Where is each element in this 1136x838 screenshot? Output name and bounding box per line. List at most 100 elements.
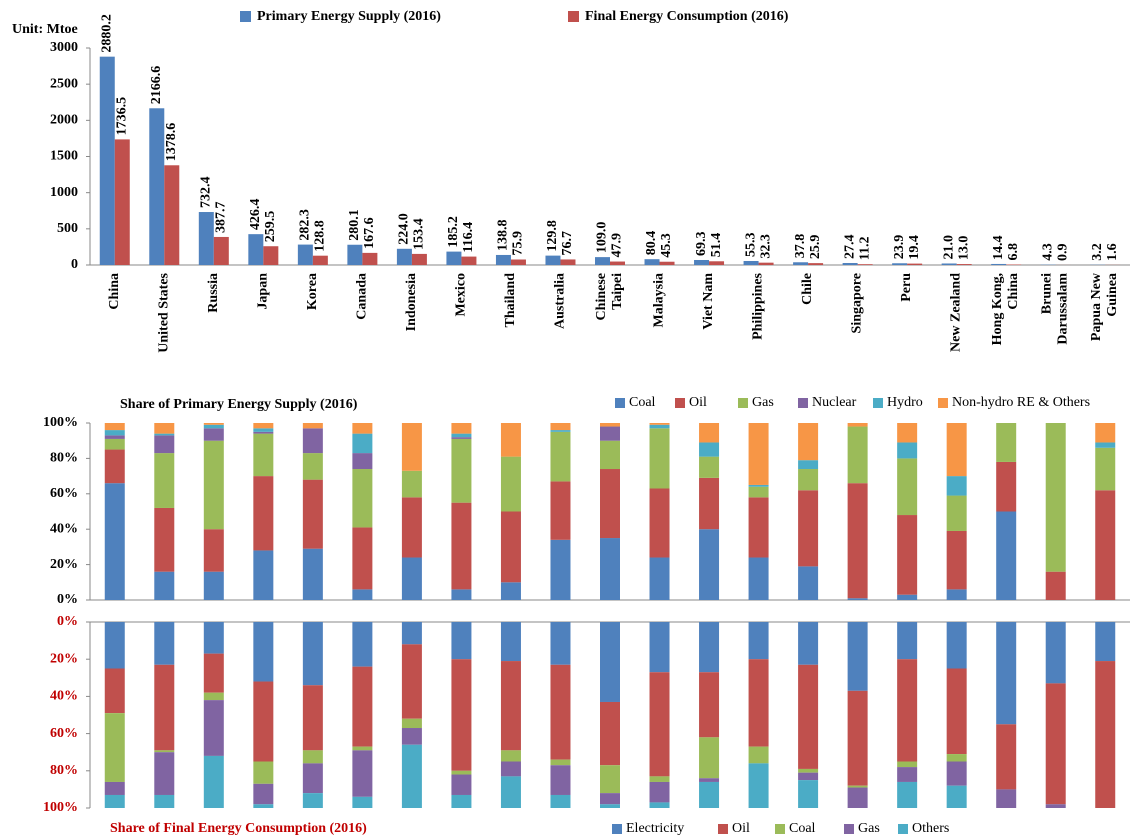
value-label: 109.0 [595,222,610,254]
y-tick-label: 100% [43,800,78,815]
bar-segment [897,622,918,660]
value-label: 0.9 [1055,243,1070,261]
value-label: 1.6 [1105,243,1120,261]
bar-segment [451,423,472,434]
value-label: 76.7 [560,231,575,256]
bar-segment [1095,447,1116,491]
bar-segment [798,622,819,665]
bar-segment [203,423,224,425]
bar-segment [798,469,819,491]
bar-segment [154,435,175,454]
x-tick-label: Malaysia [652,273,667,327]
bar-segment [500,423,521,457]
value-label: 47.9 [610,233,625,258]
legend-swatch [775,824,785,834]
bar-segment [748,557,769,600]
bar-segment [154,752,175,795]
bar-segment [649,802,670,808]
bar-segment [451,502,472,590]
legend-swatch [798,398,808,408]
bar-segment [946,530,967,590]
y-tick-label: 40% [50,521,78,536]
bar-segment [847,690,868,786]
value-label: 80.4 [644,231,659,256]
bar-segment [352,527,373,590]
bar-segment [401,718,422,729]
legend-swatch [738,398,748,408]
x-tick-label: Papua NewGuinea [1089,272,1120,341]
x-tick-label: BruneiDarussalam [1040,273,1071,345]
bar-segment [352,666,373,747]
bar-segment [1095,622,1116,662]
bar-segment [500,750,521,762]
bar-segment [600,423,620,427]
value-label: 282.3 [298,209,313,241]
bar-segment [1095,490,1116,600]
bar-segment [649,672,670,777]
bar-segment [253,431,274,434]
bar-segment [649,428,670,489]
bar-segment [253,622,274,682]
bar-segment [253,550,274,600]
bar [610,261,625,265]
bar-segment [600,440,620,470]
y-tick-label: 1500 [50,149,78,164]
bar-segment [946,495,967,531]
bar-segment [600,804,620,808]
bar-segment [1045,423,1066,572]
bar [545,255,561,265]
legend-swatch [938,398,948,408]
bar-segment [302,548,323,600]
value-label: 138.8 [496,219,511,251]
bar-segment [748,497,769,558]
bar-segment [649,781,670,803]
value-label: 27.4 [842,235,857,260]
bar-segment [847,598,868,600]
bar-segment [401,622,422,645]
bar [149,108,165,266]
bar-segment [748,486,769,498]
bar-segment [451,438,472,503]
legend-swatch [844,824,854,834]
x-tick-label: New Zealand [949,273,964,352]
bar-segment [897,594,918,600]
bar-segment [649,423,670,425]
bar-segment [847,426,868,484]
bar-segment [550,423,571,431]
chart-title: Share of Primary Energy Supply (2016) [120,397,358,412]
bar-segment [996,789,1017,808]
bar-segment [451,622,472,660]
x-tick-label: Philippines [751,272,766,339]
legend-label: Electricity [626,821,684,836]
bar-segment [500,776,521,808]
bar-segment [798,664,819,769]
bar-segment [253,761,274,784]
legend-swatch [873,398,883,408]
bar-segment [352,433,373,454]
y-tick-label: 20% [50,651,78,666]
value-label: 55.3 [743,232,758,257]
y-tick-label: 60% [50,726,78,741]
x-tick-label: Russia [206,273,221,313]
bar [793,262,809,265]
bar-segment [946,622,967,669]
bar-segment [104,435,125,439]
value-label: 280.1 [347,209,362,241]
value-label: 259.5 [263,211,278,243]
bar [907,263,923,265]
legend-label: Coal [789,821,816,836]
y-tick-label: 2000 [50,113,78,128]
bar [396,248,412,265]
y-tick-label: 1000 [50,185,78,200]
bar-segment [550,664,571,760]
bar-segment [401,644,422,719]
bar-segment [699,477,720,530]
x-tick-label: Indonesia [404,273,419,331]
bar-segment [946,423,967,477]
bar-segment [996,724,1017,790]
bar [362,252,378,265]
bar-segment [302,750,323,764]
legend-label: Gas [858,821,880,836]
bar-segment [798,780,819,808]
bar-segment [401,744,422,808]
